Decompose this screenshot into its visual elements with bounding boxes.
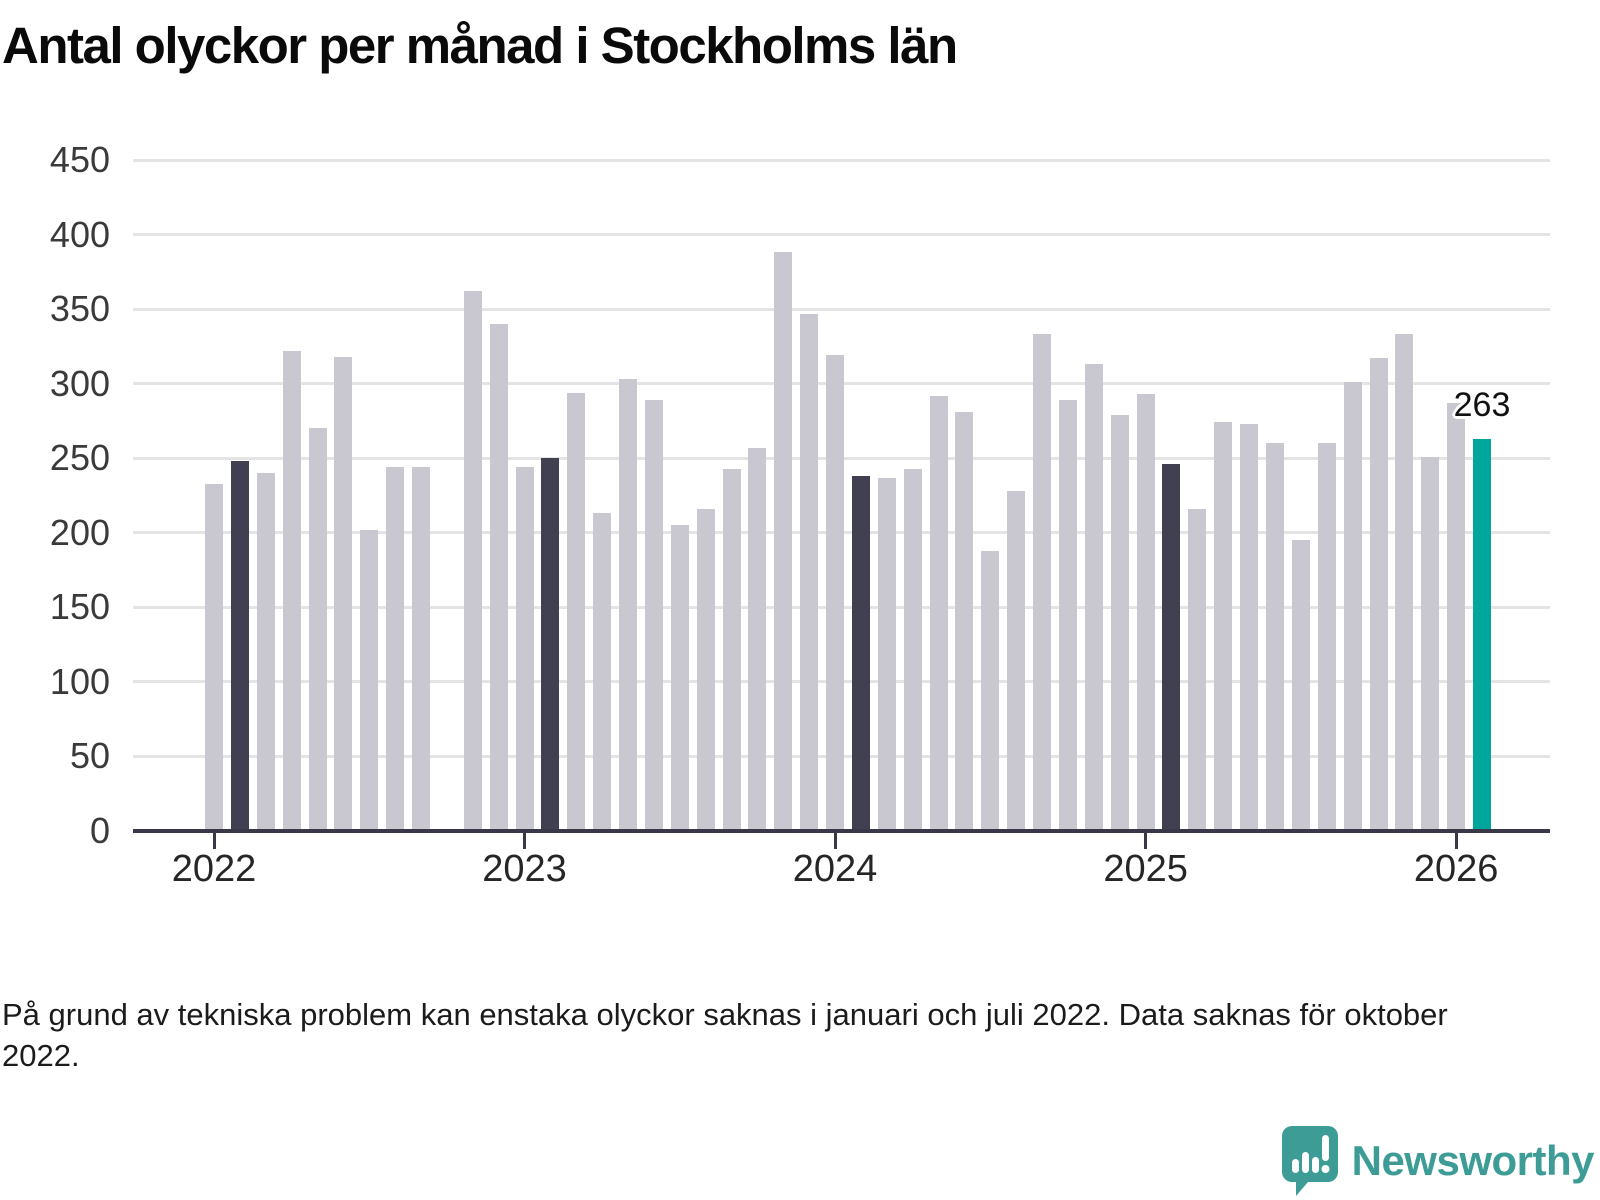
- bar-2024-03: [877, 477, 896, 831]
- y-axis-tick-label: 350: [49, 288, 110, 330]
- y-axis-tick-label: 200: [49, 511, 110, 553]
- newsworthy-logo-text: Newsworthy: [1351, 1137, 1595, 1184]
- bar-2022-08: [386, 467, 405, 831]
- bar-2025-12: [1421, 456, 1440, 831]
- x-axis-tick: [1144, 833, 1148, 849]
- x-axis-year-label: 2026: [1413, 848, 1499, 890]
- bar-2025-03: [1188, 508, 1207, 831]
- bar-2025-09: [1343, 382, 1362, 831]
- bar-2022-03: [256, 473, 275, 831]
- bar-2022-07: [360, 529, 379, 831]
- y-axis-tick-label: 150: [49, 586, 110, 628]
- bar-2024-02: [851, 476, 870, 831]
- bar-2022-09: [412, 467, 431, 831]
- bar-2023-01: [515, 467, 534, 831]
- bar-2025-02: [1162, 464, 1181, 831]
- x-axis-tick: [523, 833, 527, 849]
- bar-2023-07: [670, 525, 689, 831]
- bar-2022-06: [334, 356, 353, 831]
- bar-2024-12: [1110, 414, 1129, 831]
- bar-2023-11: [774, 252, 793, 831]
- bar-2023-04: [593, 513, 612, 831]
- chart-title: Antal olyckor per månad i Stockholms län: [2, 17, 958, 74]
- bar-2025-07: [1291, 540, 1310, 831]
- x-axis-year-label: 2025: [1103, 848, 1188, 890]
- y-axis-tick-label: 450: [49, 139, 110, 180]
- bar-2025-10: [1369, 358, 1388, 831]
- bar-2024-08: [1007, 491, 1026, 831]
- bar-2024-11: [1084, 364, 1103, 831]
- bar-2024-04: [903, 468, 922, 831]
- bar-2023-05: [619, 379, 638, 831]
- x-axis-year-label: 2023: [482, 848, 567, 890]
- bar-2022-01: [205, 483, 223, 831]
- x-axis-tick: [212, 833, 216, 849]
- chart-footnote: På grund av tekniska problem kan enstaka…: [2, 997, 1448, 1074]
- x-axis-tick: [833, 833, 837, 849]
- bar-2023-12: [800, 313, 819, 831]
- bar-2022-02: [230, 461, 249, 831]
- y-axis-tick-label: 100: [49, 660, 110, 702]
- bar-2022-05: [308, 428, 327, 831]
- bar-2022-11: [463, 291, 482, 831]
- y-axis-tick-label: 50: [69, 735, 110, 777]
- bar-2024-09: [1033, 334, 1052, 831]
- gridline: [133, 158, 1550, 162]
- y-axis-tick-label: 400: [49, 213, 110, 255]
- bar-2025-06: [1265, 443, 1284, 831]
- bar-2022-12: [489, 324, 508, 831]
- bar-2023-06: [644, 400, 663, 831]
- bar-2024-05: [929, 395, 948, 831]
- bar-2025-08: [1317, 443, 1336, 831]
- bar-2023-03: [567, 392, 586, 831]
- bar-2025-04: [1214, 422, 1233, 831]
- value-annotation: 263: [1453, 386, 1511, 424]
- bar-2025-11: [1395, 334, 1414, 831]
- x-axis-year-label: 2024: [792, 848, 878, 890]
- bar-2023-10: [748, 447, 767, 831]
- newsworthy-logo-icon: [1281, 1126, 1338, 1196]
- bar-2023-02: [541, 458, 560, 831]
- x-axis-line: [133, 829, 1550, 833]
- bar-2022-04: [282, 350, 301, 831]
- bar-2025-01: [1136, 394, 1155, 831]
- x-axis-tick: [1454, 833, 1458, 849]
- gridline: [133, 233, 1550, 237]
- bar-2023-08: [696, 508, 715, 831]
- bar-2025-05: [1240, 423, 1259, 831]
- bar-2024-01: [826, 355, 845, 831]
- gridline: [133, 307, 1550, 311]
- bar-2024-07: [981, 550, 1000, 831]
- bar-2026-01: [1447, 403, 1466, 831]
- bar-2024-06: [955, 411, 974, 831]
- y-axis-tick-label: 300: [49, 362, 110, 404]
- bar-2023-09: [722, 468, 741, 831]
- x-axis-year-label: 2022: [171, 848, 257, 890]
- y-axis-tick-label: 250: [49, 437, 110, 479]
- y-axis-tick-label: 0: [89, 810, 110, 851]
- bar-2026-02: [1473, 438, 1492, 831]
- bar-2024-10: [1058, 400, 1077, 831]
- newsworthy-logo: Newsworthy: [1281, 1126, 1595, 1196]
